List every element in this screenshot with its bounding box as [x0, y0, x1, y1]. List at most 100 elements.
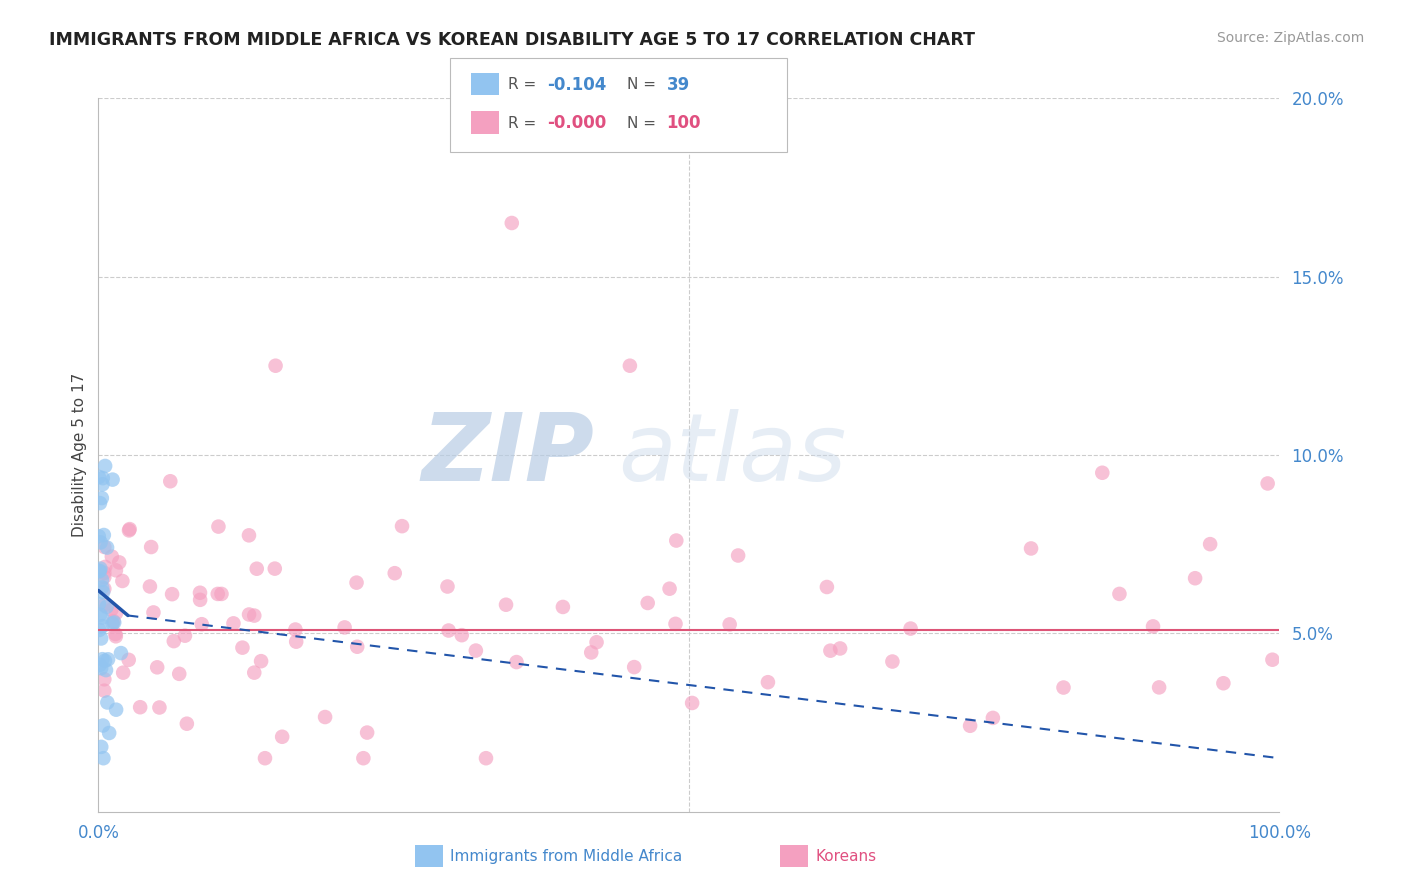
- Point: [681, 696, 703, 710]
- Point: [727, 549, 749, 563]
- Point: [959, 719, 981, 733]
- Point: [141, 540, 163, 554]
- Point: [475, 751, 498, 765]
- Point: [93, 751, 115, 765]
- Point: [93, 683, 115, 698]
- Point: [89, 561, 111, 575]
- Point: [391, 519, 413, 533]
- Point: [1199, 537, 1222, 551]
- Point: [139, 579, 162, 593]
- Point: [89, 623, 111, 637]
- Point: [264, 359, 287, 373]
- Point: [1184, 571, 1206, 585]
- Point: [94, 458, 117, 473]
- Point: [882, 655, 904, 669]
- Point: [1142, 619, 1164, 633]
- Point: [87, 529, 110, 543]
- Point: [436, 580, 458, 594]
- Point: [664, 616, 686, 631]
- Text: Source: ZipAtlas.com: Source: ZipAtlas.com: [1216, 31, 1364, 45]
- Text: IMMIGRANTS FROM MIDDLE AFRICA VS KOREAN DISABILITY AGE 5 TO 17 CORRELATION CHART: IMMIGRANTS FROM MIDDLE AFRICA VS KOREAN …: [49, 31, 976, 49]
- Text: N =: N =: [627, 116, 661, 130]
- Point: [1257, 476, 1279, 491]
- Point: [110, 646, 132, 660]
- Text: R =: R =: [508, 78, 541, 92]
- Point: [101, 549, 124, 564]
- Point: [1212, 676, 1234, 690]
- Point: [93, 673, 115, 687]
- Point: [188, 592, 211, 607]
- Point: [238, 607, 260, 622]
- Text: 100: 100: [666, 114, 702, 132]
- Point: [103, 614, 125, 628]
- Point: [104, 563, 127, 577]
- Point: [103, 615, 125, 630]
- Point: [346, 575, 368, 590]
- Point: [87, 564, 110, 578]
- Point: [1261, 653, 1284, 667]
- Point: [159, 475, 181, 489]
- Point: [1091, 466, 1114, 480]
- Point: [87, 597, 110, 611]
- Text: Koreans: Koreans: [815, 849, 876, 863]
- Point: [91, 619, 114, 633]
- Point: [104, 606, 127, 620]
- Point: [98, 726, 121, 740]
- Point: [619, 359, 641, 373]
- Point: [581, 645, 603, 659]
- Point: [160, 587, 183, 601]
- Point: [91, 581, 114, 595]
- Point: [90, 739, 112, 754]
- Point: [89, 496, 111, 510]
- Point: [585, 635, 607, 649]
- Point: [96, 599, 118, 614]
- Point: [104, 627, 127, 641]
- Point: [91, 610, 114, 624]
- Point: [93, 570, 115, 584]
- Point: [352, 751, 374, 765]
- Point: [815, 580, 838, 594]
- Point: [176, 716, 198, 731]
- Point: [284, 623, 307, 637]
- Point: [87, 470, 110, 484]
- Point: [246, 562, 269, 576]
- Point: [820, 643, 842, 657]
- Point: [285, 634, 308, 648]
- Text: ZIP: ZIP: [422, 409, 595, 501]
- Point: [111, 574, 134, 588]
- Point: [94, 663, 117, 677]
- Text: N =: N =: [627, 78, 661, 92]
- Point: [623, 660, 645, 674]
- Point: [188, 586, 211, 600]
- Point: [112, 665, 135, 680]
- Point: [1052, 681, 1074, 695]
- Point: [250, 654, 273, 668]
- Point: [146, 660, 169, 674]
- Point: [101, 616, 124, 631]
- Point: [222, 616, 245, 631]
- Point: [384, 566, 406, 581]
- Point: [346, 640, 368, 654]
- Point: [104, 629, 127, 643]
- Point: [495, 598, 517, 612]
- Point: [94, 560, 117, 574]
- Point: [243, 608, 266, 623]
- Y-axis label: Disability Age 5 to 17: Disability Age 5 to 17: [72, 373, 87, 537]
- Point: [89, 564, 111, 578]
- Point: [174, 629, 197, 643]
- Point: [90, 491, 112, 505]
- Point: [129, 700, 152, 714]
- Text: Immigrants from Middle Africa: Immigrants from Middle Africa: [450, 849, 682, 863]
- Text: -0.104: -0.104: [547, 76, 606, 94]
- Point: [1108, 587, 1130, 601]
- Point: [637, 596, 659, 610]
- Point: [93, 582, 115, 596]
- Point: [101, 473, 124, 487]
- Point: [238, 528, 260, 542]
- Point: [167, 666, 190, 681]
- Point: [437, 624, 460, 638]
- Point: [333, 620, 356, 634]
- Text: atlas: atlas: [619, 409, 846, 500]
- Point: [464, 643, 486, 657]
- Point: [665, 533, 688, 548]
